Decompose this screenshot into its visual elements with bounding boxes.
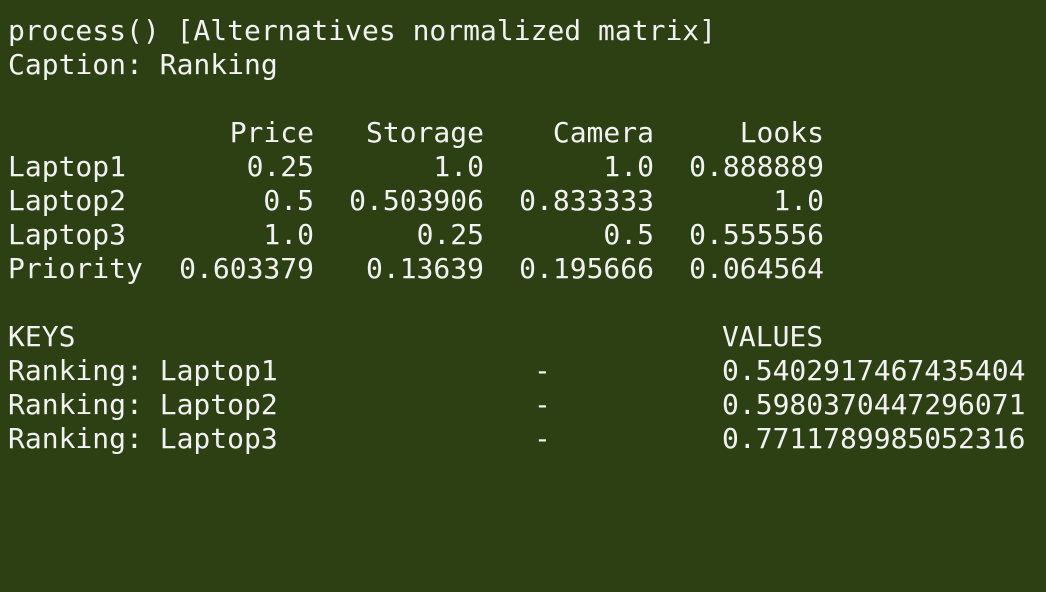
matrix-cell: 0.503906 <box>349 184 484 217</box>
matrix-cell: 1.0 <box>263 218 314 251</box>
matrix-cell: 0.25 <box>246 150 314 183</box>
matrix-cell: 0.064564 <box>689 252 824 285</box>
values-header: VALUES <box>722 320 824 353</box>
matrix-column-header: Camera <box>552 116 654 149</box>
ranking-separator: - <box>534 388 551 421</box>
ranking-key: Ranking: Laptop1 <box>8 354 278 387</box>
terminal-output: process() [Alternatives normalized matri… <box>8 14 1046 456</box>
matrix-row-label: Priority <box>8 252 143 285</box>
blank-line <box>8 286 1046 320</box>
ranking-row: Ranking: Laptop3 - 0.7711789985052316 <box>8 422 1046 456</box>
matrix-row: Laptop2 0.5 0.503906 0.833333 1.0 <box>8 184 1046 218</box>
keys-header: KEYS <box>8 320 76 353</box>
process-line: process() [Alternatives normalized matri… <box>8 14 717 47</box>
matrix-cell: 0.25 <box>416 218 484 251</box>
caption-line: Caption: Ranking <box>8 48 278 81</box>
blank-line <box>8 82 1046 116</box>
matrix-column-header: Looks <box>739 116 824 149</box>
matrix-cell: 0.603379 <box>179 252 314 285</box>
ranking-header-row: KEYS VALUES <box>8 320 1046 354</box>
ranking-value: 0.7711789985052316 <box>722 422 1026 455</box>
matrix-header-row: Price Storage Camera Looks <box>8 116 1046 150</box>
ranking-key: Ranking: Laptop3 <box>8 422 278 455</box>
ranking-row: Ranking: Laptop1 - 0.5402917467435404 <box>8 354 1046 388</box>
matrix-row: Laptop3 1.0 0.25 0.5 0.555556 <box>8 218 1046 252</box>
matrix-column-header: Price <box>229 116 314 149</box>
matrix-cell: 0.833333 <box>519 184 654 217</box>
ranking-separator: - <box>534 422 551 455</box>
ranking-separator: - <box>534 354 551 387</box>
ranking-row: Ranking: Laptop2 - 0.5980370447296071 <box>8 388 1046 422</box>
ranking-value: 0.5980370447296071 <box>722 388 1026 421</box>
matrix-cell: 0.5 <box>263 184 314 217</box>
matrix-cell: 0.195666 <box>519 252 654 285</box>
ranking-value: 0.5402917467435404 <box>722 354 1026 387</box>
matrix-cell: 1.0 <box>433 150 484 183</box>
matrix-row-label: Laptop1 <box>8 150 127 183</box>
matrix-cell: 1.0 <box>603 150 654 183</box>
matrix-cell: 0.13639 <box>365 252 484 285</box>
matrix-row-label: Laptop3 <box>8 218 127 251</box>
matrix-cell: 0.5 <box>603 218 654 251</box>
matrix-cell: 0.555556 <box>689 218 824 251</box>
matrix-column-header: Storage <box>365 116 484 149</box>
matrix-cell: 0.888889 <box>689 150 824 183</box>
matrix-row-label: Laptop2 <box>8 184 127 217</box>
matrix-cell: 1.0 <box>773 184 824 217</box>
matrix-row: Laptop1 0.25 1.0 1.0 0.888889 <box>8 150 1046 184</box>
ranking-key: Ranking: Laptop2 <box>8 388 278 421</box>
matrix-row-priority: Priority 0.603379 0.13639 0.195666 0.064… <box>8 252 1046 286</box>
